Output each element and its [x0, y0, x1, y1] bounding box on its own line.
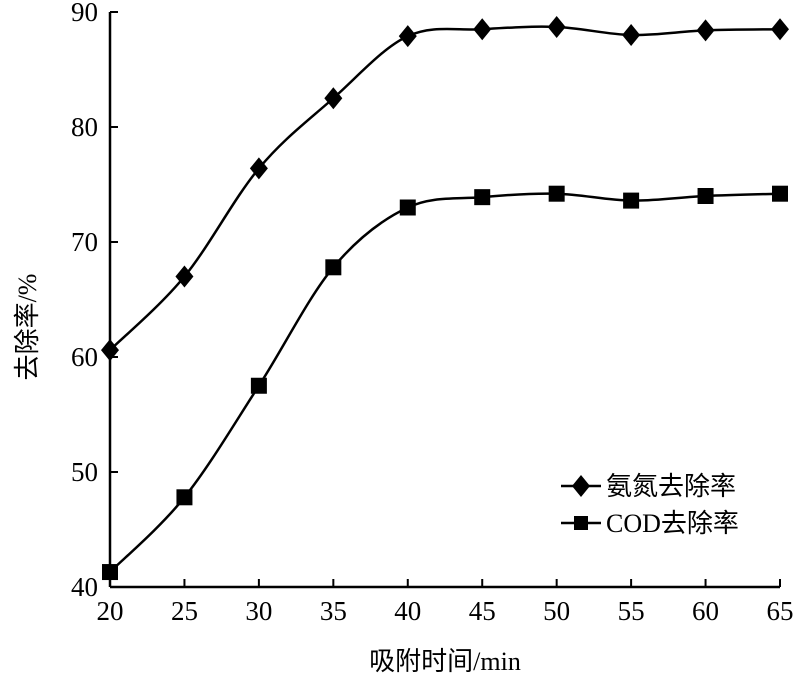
y-tick-label: 90	[71, 0, 98, 27]
x-tick-label: 35	[320, 596, 347, 626]
x-tick-label: 30	[245, 596, 272, 626]
y-axis-ticks: 40 50 60 70 80 90	[71, 0, 118, 602]
square-point	[399, 199, 416, 216]
square-point	[623, 192, 640, 209]
plot-area: 20 25 30 35 40 45 50 55 60 65 40 50 60 70 80 90	[71, 0, 794, 626]
diamond-point	[175, 265, 194, 288]
x-tick-label: 65	[767, 596, 794, 626]
series-layer	[101, 15, 789, 581]
diamond-point	[249, 157, 268, 180]
x-axis-ticks: 20 25 30 35 40 45 50 55 60 65	[97, 579, 794, 626]
square-point	[697, 188, 714, 204]
square-point	[176, 489, 193, 506]
series-2	[102, 185, 788, 581]
x-tick-label: 40	[394, 596, 421, 626]
y-tick-label: 60	[71, 342, 98, 372]
square-point	[250, 377, 267, 394]
y-tick-label: 80	[71, 112, 98, 142]
diamond-point	[398, 25, 417, 48]
diamond-point	[696, 19, 715, 42]
diamond-point	[547, 15, 566, 38]
x-tick-label: 20	[97, 596, 124, 626]
y-axis-title: 去除率/%	[13, 274, 42, 381]
square-point	[548, 185, 565, 202]
square-point	[325, 259, 342, 276]
diamond-point	[771, 18, 789, 41]
x-tick-label: 45	[469, 596, 496, 626]
series-1	[101, 15, 789, 362]
square-point	[102, 564, 118, 581]
y-tick-label: 70	[71, 227, 98, 257]
diamond-point	[324, 87, 343, 110]
legend-label-ammonia: 氨氮去除率	[606, 472, 736, 501]
x-tick-label: 25	[171, 596, 198, 626]
x-axis-title: 吸附时间/min	[369, 647, 521, 676]
x-tick-label: 50	[543, 596, 570, 626]
x-tick-label: 60	[692, 596, 719, 626]
y-tick-label: 50	[71, 457, 98, 487]
square-point	[772, 185, 788, 202]
diamond-point	[473, 18, 492, 41]
legend-label-cod: COD去除率	[606, 509, 739, 538]
square-point	[474, 189, 491, 206]
square-marker-icon	[574, 516, 588, 530]
x-tick-label: 55	[618, 596, 645, 626]
legend-item-ammonia: 氨氮去除率	[561, 472, 736, 501]
diamond-point	[622, 24, 641, 46]
series-line	[109, 25, 781, 351]
y-tick-label: 40	[71, 572, 98, 602]
diamond-point	[101, 339, 119, 362]
legend-item-cod: COD去除率	[561, 509, 739, 538]
diamond-marker-icon	[572, 475, 590, 497]
legend: 氨氮去除率 COD去除率	[561, 472, 739, 538]
